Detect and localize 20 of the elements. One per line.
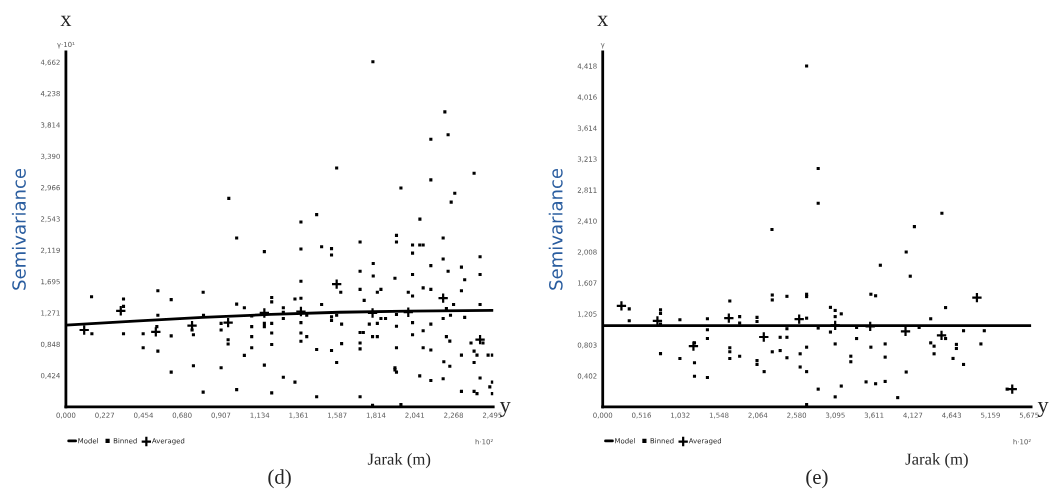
point <box>150 326 162 338</box>
point <box>687 340 700 352</box>
text: x <box>597 15 609 26</box>
point <box>437 292 449 304</box>
text: x <box>60 15 72 26</box>
point <box>723 312 735 324</box>
point <box>78 324 90 336</box>
text: (e) <box>806 469 828 489</box>
point <box>115 305 127 317</box>
point <box>615 300 628 312</box>
point <box>366 307 379 319</box>
x-axis-title: Jarak (m) <box>905 453 968 469</box>
y-axis-title: Semivariance <box>11 168 26 290</box>
x-axis-title: Jarak (m) <box>367 453 431 469</box>
y-axis-title: Semivariance <box>548 168 563 290</box>
text: y <box>1037 401 1049 417</box>
point <box>793 313 805 325</box>
point <box>758 331 770 343</box>
point <box>295 305 307 318</box>
text: (d) <box>268 469 291 489</box>
